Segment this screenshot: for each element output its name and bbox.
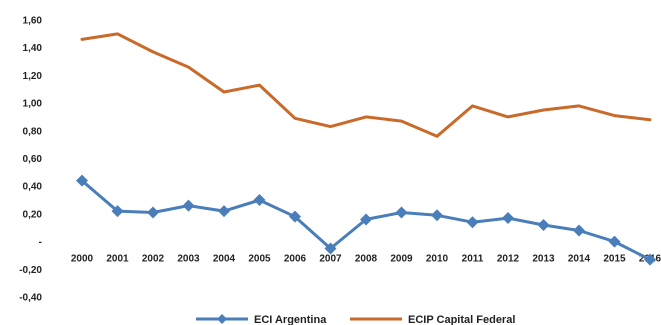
x-tick-label: 2012 [497, 254, 520, 265]
data-point-marker [502, 212, 514, 225]
x-tick-label: 2011 [462, 254, 484, 265]
data-point-marker [289, 210, 301, 223]
data-point-marker [466, 216, 479, 229]
x-tick-label: 2009 [390, 254, 413, 265]
x-tick-label: 2006 [284, 254, 307, 265]
y-tick-label: 0,80 [23, 126, 43, 137]
data-point-marker [253, 194, 266, 207]
data-point-marker [218, 205, 230, 218]
x-tick-label: 2007 [319, 254, 342, 265]
y-tick-label: 0,60 [23, 154, 43, 165]
y-tick-label: - [39, 237, 42, 248]
x-tick-label: 2000 [71, 254, 94, 265]
data-point-marker [431, 209, 443, 222]
series-line-2 [80, 32, 652, 138]
y-tick-label: 0,20 [23, 209, 43, 220]
y-tick-label: 1,60 [23, 16, 43, 27]
data-point-marker [360, 213, 372, 226]
y-tick-label: 1,40 [23, 43, 43, 54]
y-axis-ticks: 1,60 1,40 1,20 1,00 0,80 0,60 0,40 0,20 - -0,20 -0… [19, 16, 42, 304]
legend-label-2: ECIP Capital Federal [408, 314, 515, 325]
y-tick-label: -0,20 [19, 265, 42, 276]
data-point-marker [573, 224, 585, 237]
data-point-marker [111, 205, 124, 218]
y-tick-label: -0,40 [19, 293, 42, 304]
x-tick-label: 2005 [248, 254, 271, 265]
data-point-marker [147, 206, 159, 219]
x-tick-label: 2008 [355, 254, 378, 265]
x-tick-label: 2004 [213, 254, 236, 265]
y-tick-label: 1,20 [23, 71, 43, 82]
legend-marker-1 [217, 314, 227, 324]
legend: ECI Argentina ECIP Capital Federal [196, 314, 515, 325]
y-tick-label: 1,00 [23, 99, 43, 110]
x-axis-ticks: 2000 2001 2002 2003 2004 2005 2006 2007 2008 2009… [71, 254, 661, 265]
data-point-marker [324, 242, 337, 255]
data-point-marker [76, 174, 88, 187]
data-point-marker [608, 235, 621, 248]
x-tick-label: 2014 [568, 254, 591, 265]
series-layer [76, 32, 656, 266]
x-tick-label: 2003 [177, 254, 200, 265]
x-tick-label: 2001 [106, 254, 129, 265]
data-point-marker [537, 218, 550, 231]
x-tick-label: 2015 [603, 254, 626, 265]
y-tick-label: 0,40 [23, 182, 43, 193]
legend-label-1: ECI Argentina [254, 314, 327, 325]
x-tick-label: 2013 [532, 254, 555, 265]
x-tick-label: 2002 [142, 254, 165, 265]
data-point-marker [644, 253, 656, 266]
data-point-marker [182, 199, 195, 212]
data-point-marker [395, 206, 408, 219]
x-tick-label: 2010 [426, 254, 449, 265]
